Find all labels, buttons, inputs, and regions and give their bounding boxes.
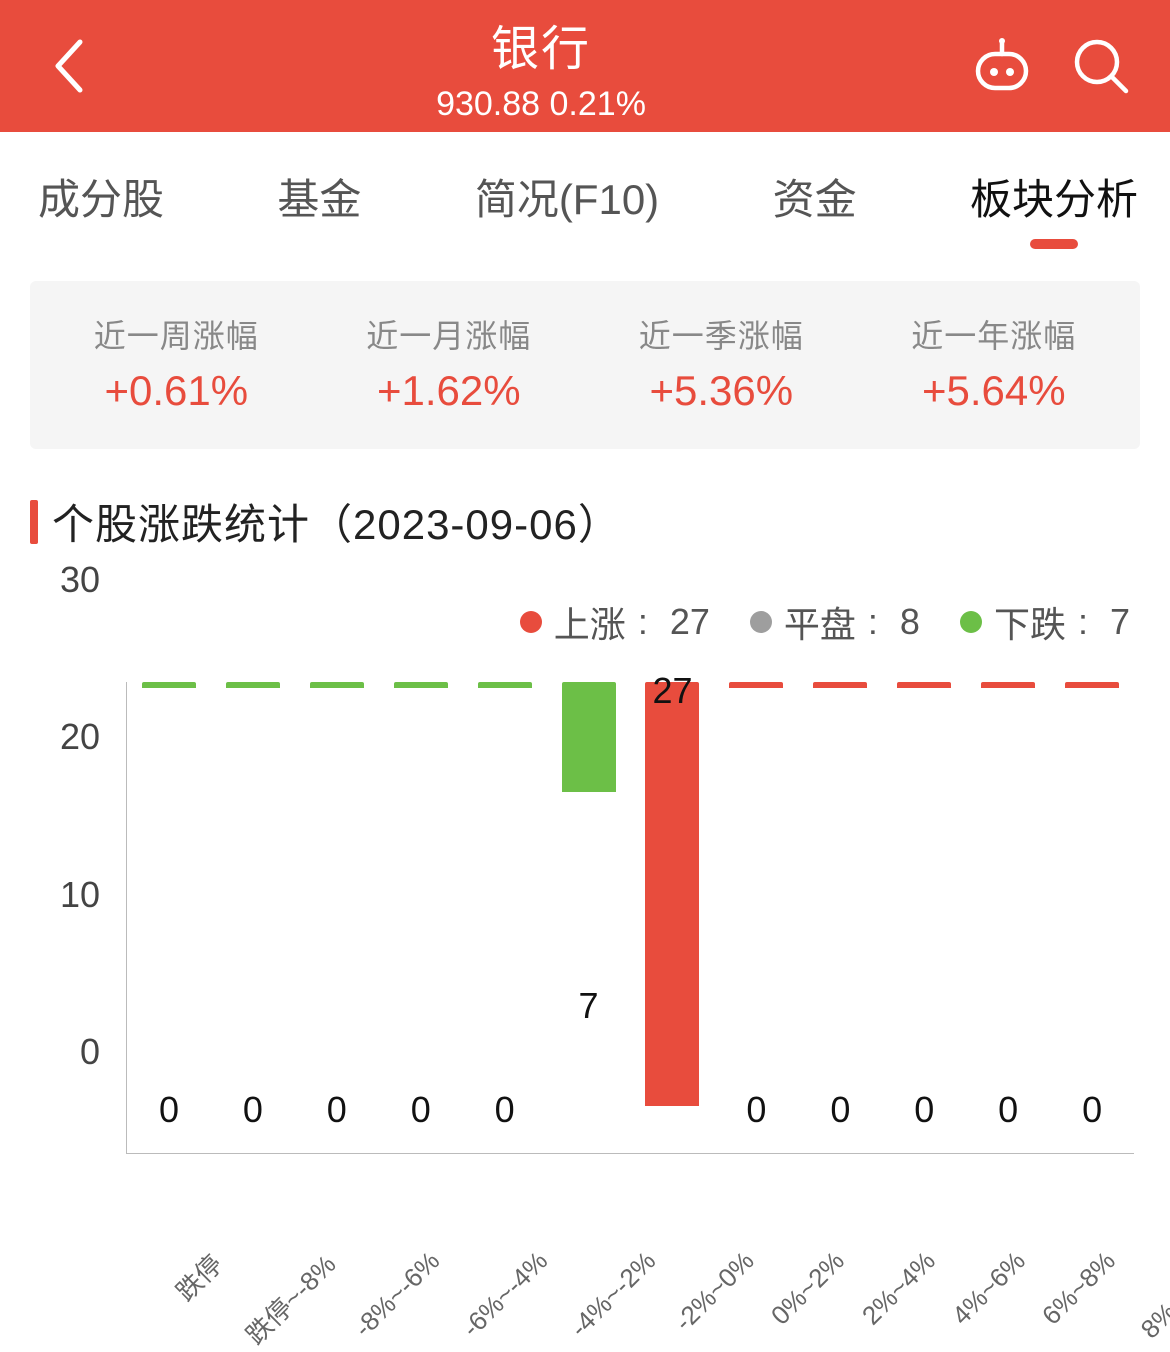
stat-value: +5.36%: [585, 367, 858, 415]
y-tick: 0: [80, 1031, 100, 1073]
assistant-button[interactable]: [972, 38, 1032, 94]
bar-slot: 7: [547, 682, 631, 1153]
stat-label: 近一季涨幅: [585, 311, 858, 357]
bar-slot: 0: [463, 682, 547, 1153]
bar: [1065, 682, 1119, 688]
bar-slot: 0: [127, 682, 211, 1153]
stat-week: 近一周涨幅 +0.61%: [40, 311, 313, 415]
section-title-text: 个股涨跌统计（2023-09-06）: [52, 491, 621, 552]
y-tick: 20: [60, 716, 100, 758]
bar-value-label: 0: [998, 1089, 1018, 1131]
bar: [813, 682, 867, 688]
bar: [562, 682, 616, 792]
header-subtitle: 930.88 0.21%: [436, 85, 646, 124]
chart-bars: 0 0 0 0 0 7 27 0 0 0 0 0: [127, 682, 1134, 1153]
bar-value-label: 0: [746, 1089, 766, 1131]
legend-down-value: 7: [1110, 601, 1130, 643]
bar-value-label: 0: [411, 1089, 431, 1131]
tab-sector-analysis[interactable]: 板块分析: [970, 166, 1138, 249]
bar-slot: 0: [379, 682, 463, 1153]
bar-slot: 0: [295, 682, 379, 1153]
back-button[interactable]: [50, 36, 110, 96]
legend-flat-label: 平盘: [784, 596, 856, 648]
chevron-left-icon: [50, 36, 86, 96]
legend-up: 上涨: 27: [520, 596, 710, 648]
legend-flat: 平盘: 8: [750, 596, 920, 648]
bar: [981, 682, 1035, 688]
tab-capital[interactable]: 资金: [773, 166, 857, 249]
x-label-slot: 跌停: [126, 1220, 178, 1287]
bar-value-label: 0: [830, 1089, 850, 1131]
period-stats-card: 近一周涨幅 +0.61% 近一月涨幅 +1.62% 近一季涨幅 +5.36% 近…: [30, 281, 1140, 449]
bar-slot: 0: [966, 682, 1050, 1153]
tab-funds[interactable]: 基金: [277, 166, 361, 249]
dot-icon: [960, 611, 982, 633]
bar: [729, 682, 783, 688]
search-button[interactable]: [1072, 37, 1130, 95]
search-icon: [1072, 37, 1130, 95]
bar: [226, 682, 280, 688]
x-label: 8%~涨停: [1110, 1224, 1170, 1345]
tab-components[interactable]: 成分股: [38, 166, 164, 249]
bar-slot: 27: [631, 682, 715, 1153]
bar: [478, 682, 532, 688]
chart-y-axis: 0102030: [36, 654, 100, 1154]
stat-value: +0.61%: [40, 367, 313, 415]
section-title: 个股涨跌统计（2023-09-06）: [30, 491, 1140, 552]
legend-down: 下跌: 7: [960, 596, 1130, 648]
stat-label: 近一月涨幅: [313, 311, 586, 357]
chart-x-labels: 跌停跌停~-8%-8%~-6%-6%~-4%-4%~-2%-2%~0%0%~2%…: [126, 1220, 1134, 1287]
bar-slot: 0: [798, 682, 882, 1153]
bar-slot: 0: [1050, 682, 1134, 1153]
stat-label: 近一年涨幅: [858, 311, 1131, 357]
bar-slot: 0: [714, 682, 798, 1153]
header-title-block: 银行 930.88 0.21%: [110, 9, 972, 124]
tab-bar: 成分股 基金 简况(F10) 资金 板块分析: [0, 132, 1170, 269]
stat-month: 近一月涨幅 +1.62%: [313, 311, 586, 415]
stat-year: 近一年涨幅 +5.64%: [858, 311, 1131, 415]
distribution-chart: 0102030 0000072700000: [36, 654, 1134, 1214]
bar-value-label: 0: [327, 1089, 347, 1131]
dot-icon: [750, 611, 772, 633]
header-title: 银行: [491, 9, 591, 79]
chart-legend: 上涨: 27 平盘: 8 下跌: 7: [0, 552, 1170, 648]
bar-value-label: 0: [159, 1089, 179, 1131]
tab-overview-f10[interactable]: 简况(F10): [475, 166, 659, 249]
legend-up-label: 上涨: [554, 596, 626, 648]
dot-icon: [520, 611, 542, 633]
bar-value-label: 0: [1082, 1089, 1102, 1131]
bar-value-label: 0: [495, 1089, 515, 1131]
bar: [645, 682, 699, 1106]
bar: [897, 682, 951, 688]
bar: [310, 682, 364, 688]
bar: [142, 682, 196, 688]
bar-value-label: 0: [243, 1089, 263, 1131]
bar-value-label: 7: [579, 985, 599, 1027]
y-tick: 10: [60, 874, 100, 916]
app-header: 银行 930.88 0.21%: [0, 0, 1170, 132]
legend-flat-value: 8: [900, 601, 920, 643]
bar-slot: 0: [882, 682, 966, 1153]
robot-icon: [972, 38, 1032, 94]
stat-value: +5.64%: [858, 367, 1131, 415]
bar-value-label: 0: [914, 1089, 934, 1131]
chart-plot-area: 0 0 0 0 0 7 27 0 0 0 0 0: [126, 682, 1134, 1154]
stat-label: 近一周涨幅: [40, 311, 313, 357]
y-tick: 30: [60, 559, 100, 601]
stat-quarter: 近一季涨幅 +5.36%: [585, 311, 858, 415]
bar-value-label: 27: [652, 670, 692, 712]
bar: [394, 682, 448, 688]
bar-slot: 0: [211, 682, 295, 1153]
legend-down-label: 下跌: [994, 596, 1066, 648]
stat-value: +1.62%: [313, 367, 586, 415]
legend-up-value: 27: [670, 601, 710, 643]
